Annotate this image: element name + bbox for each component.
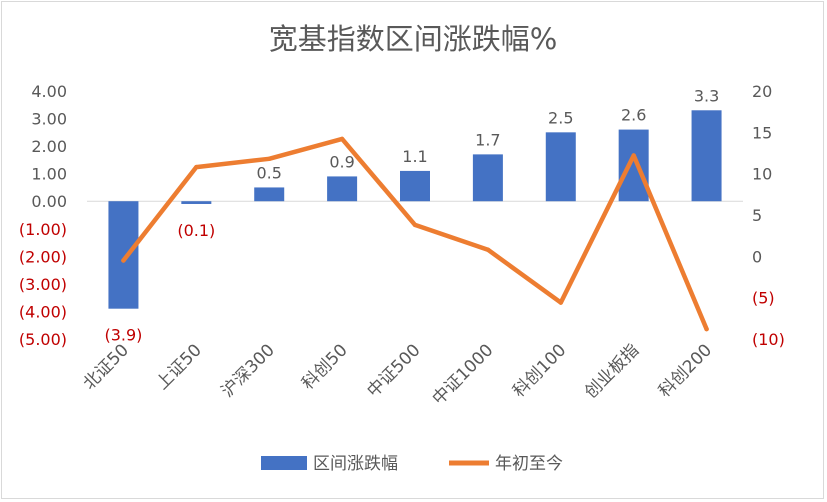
line-point bbox=[704, 326, 709, 332]
bar-data-label: 0.5 bbox=[256, 163, 281, 182]
chart-title: 宽基指数区间涨跌幅% bbox=[269, 22, 558, 56]
bar-data-label: (3.9) bbox=[104, 326, 142, 345]
bar-series bbox=[108, 110, 722, 309]
category-labels: 北证50 上证50 沪深300 科创50 中证500 中证1000 科创100 创业板指 科创2… bbox=[79, 340, 716, 409]
bar bbox=[108, 201, 139, 309]
line-point bbox=[631, 153, 636, 158]
left-axis-tick-label: (2.00) bbox=[19, 247, 67, 266]
right-axis-tick-label: 10 bbox=[752, 165, 772, 184]
right-axis-tick-label: 15 bbox=[752, 123, 772, 142]
bar bbox=[400, 170, 430, 202]
bar bbox=[545, 132, 576, 202]
line-point bbox=[267, 156, 272, 161]
left-axis-tick-label: (5.00) bbox=[19, 330, 67, 349]
line-point bbox=[121, 258, 126, 263]
bar-data-label: 1.7 bbox=[475, 130, 500, 149]
line-series bbox=[121, 136, 709, 332]
left-axis-tick-label: 3.00 bbox=[31, 110, 67, 129]
bar bbox=[254, 187, 285, 202]
legend-bar-label: 区间涨跌幅 bbox=[313, 454, 398, 474]
line-point bbox=[339, 136, 345, 142]
category-label: 中证500 bbox=[363, 340, 424, 401]
legend-line-label: 年初至今 bbox=[495, 454, 563, 474]
category-label: 科创200 bbox=[655, 340, 716, 401]
line-point bbox=[194, 164, 199, 170]
left-axis-ticks: 4.00 3.00 2.00 1.00 0.00 (1.00) (2.00) (3.00) (4… bbox=[19, 82, 67, 349]
right-axis-tick-label: 5 bbox=[752, 206, 762, 225]
right-axis-tick-label: (5) bbox=[752, 289, 775, 308]
category-label: 北证50 bbox=[79, 340, 132, 393]
category-label: 沪深300 bbox=[218, 340, 279, 401]
left-axis-tick-label: 4.00 bbox=[31, 82, 67, 101]
bar-data-label: 3.3 bbox=[694, 86, 719, 105]
line-point bbox=[485, 247, 491, 252]
legend-bar-swatch bbox=[261, 456, 307, 470]
left-axis-tick-label: 1.00 bbox=[31, 165, 67, 184]
bar-data-labels: (3.9) (0.1) 0.5 0.9 1.1 1.7 2.5 2.6 3.3 bbox=[104, 86, 719, 344]
right-axis-tick-label: 0 bbox=[752, 247, 762, 266]
bar bbox=[327, 176, 358, 202]
bar-data-label: 1.1 bbox=[402, 147, 427, 166]
left-axis-tick-label: (1.00) bbox=[19, 220, 67, 239]
bar bbox=[181, 201, 212, 204]
left-axis-tick-label: (4.00) bbox=[19, 302, 67, 321]
category-label: 上证50 bbox=[152, 340, 205, 393]
right-axis-ticks: 20 15 10 5 0 (5) (10) bbox=[752, 82, 785, 349]
category-label: 科创100 bbox=[509, 340, 570, 401]
bar-data-label: 2.5 bbox=[548, 108, 573, 127]
right-axis-tick-label: (10) bbox=[752, 330, 785, 349]
left-axis-tick-label: 0.00 bbox=[31, 192, 67, 211]
bar-data-label: (0.1) bbox=[177, 221, 215, 240]
bar bbox=[472, 154, 503, 202]
left-axis-tick-label: 2.00 bbox=[31, 137, 67, 156]
bar-data-label: 2.6 bbox=[621, 106, 646, 125]
line-point bbox=[412, 222, 418, 228]
category-label: 创业板指 bbox=[581, 340, 643, 402]
bar bbox=[691, 110, 722, 202]
bar-data-label: 0.9 bbox=[329, 152, 354, 171]
category-label: 科创50 bbox=[298, 340, 351, 393]
line-point bbox=[558, 300, 563, 305]
bar bbox=[618, 129, 649, 202]
category-label: 中证1000 bbox=[429, 340, 498, 409]
legend: 区间涨跌幅 年初至今 bbox=[261, 454, 563, 474]
left-axis-tick-label: (3.00) bbox=[19, 275, 67, 294]
right-axis-tick-label: 20 bbox=[752, 82, 772, 101]
